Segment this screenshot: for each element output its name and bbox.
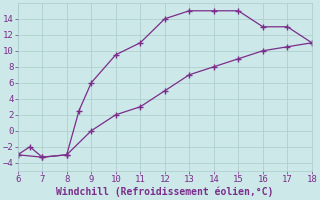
X-axis label: Windchill (Refroidissement éolien,°C): Windchill (Refroidissement éolien,°C) [56,187,274,197]
